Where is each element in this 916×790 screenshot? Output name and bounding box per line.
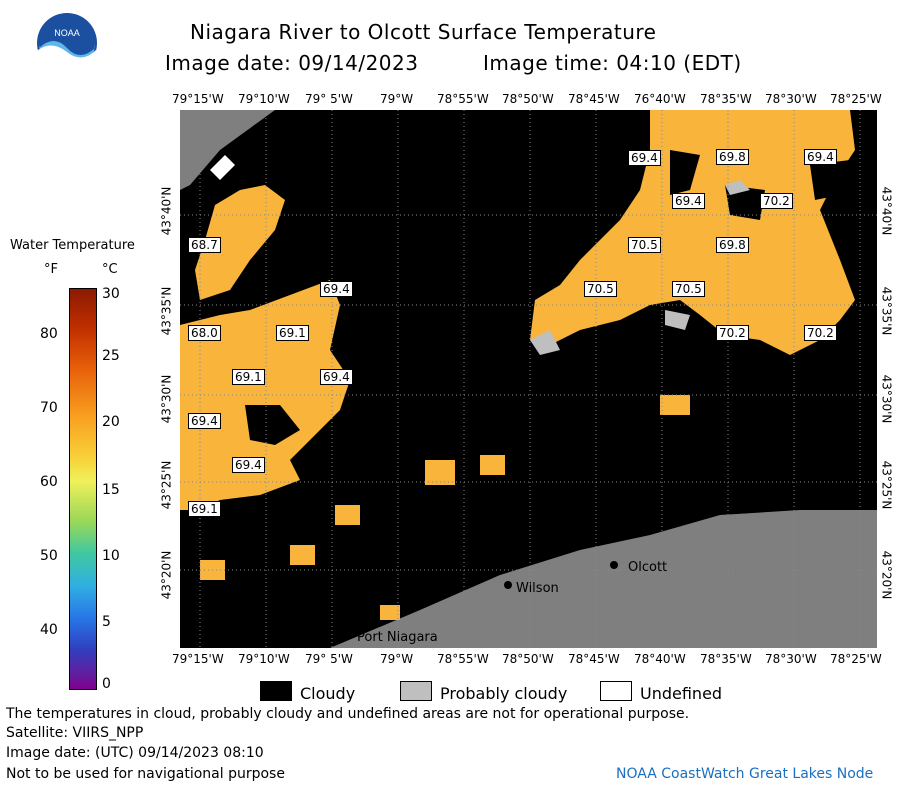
image-date: Image date: 09/14/2023 (165, 51, 418, 75)
temp-label: 70.2 (716, 325, 749, 341)
legend-label: Probably cloudy (440, 684, 567, 703)
lat-label: 43°25'N (879, 461, 893, 510)
temperature-color-bar (69, 288, 97, 690)
temp-label: 69.4 (628, 150, 661, 166)
temp-label: 69.4 (672, 193, 705, 209)
lon-label: 79°15'W (172, 652, 224, 666)
scale-tick-f: 50 (40, 548, 58, 564)
lon-label: 78°55'W (437, 652, 489, 666)
lon-label: 78°30'W (765, 652, 817, 666)
lon-label: 78°35'W (700, 652, 752, 666)
warm-patch (380, 605, 400, 620)
temp-label: 70.2 (760, 193, 793, 209)
lon-label: 78°45'W (568, 652, 620, 666)
temp-label: 70.2 (804, 325, 837, 341)
temp-label: 68.7 (188, 237, 221, 253)
city-label: Olcott (628, 560, 667, 575)
lat-label: 43°35'N (879, 287, 893, 336)
scale-tick-f: 60 (40, 474, 58, 490)
scale-title: Water Temperature (10, 238, 135, 253)
scale-unit-c: °C (102, 262, 118, 277)
lat-label: 43°30'N (159, 375, 173, 424)
legend-swatch-cloudy (260, 681, 292, 701)
noaa-logo: NOAA (36, 12, 98, 74)
page-title: Niagara River to Olcott Surface Temperat… (190, 20, 656, 44)
lat-label: 43°25'N (159, 461, 173, 510)
legend-label: Cloudy (300, 684, 355, 703)
scale-tick-c: 5 (102, 614, 111, 630)
legend-swatch-probably-cloudy (400, 681, 432, 701)
temp-label: 69.4 (320, 281, 353, 297)
image-time: Image time: 04:10 (EDT) (483, 51, 742, 75)
temp-label: 69.1 (232, 369, 265, 385)
lon-label: 78°35'W (700, 92, 752, 106)
temp-label: 70.5 (584, 281, 617, 297)
credit: NOAA CoastWatch Great Lakes Node (616, 766, 873, 782)
lon-label: 78°30'W (765, 92, 817, 106)
satellite: Satellite: VIIRS_NPP (6, 725, 143, 741)
wilson-marker (504, 581, 512, 589)
temp-label: 69.4 (804, 149, 837, 165)
legend-swatch-undefined (600, 681, 632, 701)
temp-label: 69.1 (276, 325, 309, 341)
temp-label: 69.4 (320, 369, 353, 385)
utc-date: Image date: (UTC) 09/14/2023 08:10 (6, 745, 264, 761)
lat-label: 43°40'N (879, 187, 893, 236)
scale-unit-f: °F (44, 262, 58, 277)
temp-label: 69.4 (232, 457, 265, 473)
lon-label: 79°15'W (172, 92, 224, 106)
lon-label: 78°25'W (830, 652, 882, 666)
lon-label: 79° 5'W (305, 92, 353, 106)
lon-label: 79°W (380, 92, 413, 106)
scale-tick-c: 0 (102, 676, 111, 692)
scale-tick-c: 20 (102, 414, 120, 430)
lon-label: 78°25'W (830, 92, 882, 106)
lon-label: 78°45'W (568, 92, 620, 106)
warm-patch (425, 460, 455, 485)
warm-patch (480, 455, 505, 475)
port-niagara-marker (341, 631, 349, 639)
lon-label: 78°50'W (502, 92, 554, 106)
city-label: Wilson (516, 581, 559, 596)
lon-label: 79° 5'W (305, 652, 353, 666)
svg-text:NOAA: NOAA (54, 28, 80, 38)
city-label: Port Niagara (357, 630, 438, 645)
temp-label: 70.5 (628, 237, 661, 253)
scale-tick-c: 15 (102, 482, 120, 498)
warm-patch (335, 505, 360, 525)
lon-label: 78°55'W (437, 92, 489, 106)
olcott-marker (610, 561, 618, 569)
scale-tick-c: 10 (102, 548, 120, 564)
temp-label: 70.5 (672, 281, 705, 297)
temp-label: 69.8 (716, 149, 749, 165)
lat-label: 43°30'N (879, 375, 893, 424)
scale-tick-c: 25 (102, 348, 120, 364)
scale-tick-f: 40 (40, 622, 58, 638)
lon-label: 79°10'W (238, 92, 290, 106)
lon-label: 79°10'W (238, 652, 290, 666)
sst-map (180, 110, 877, 648)
scale-tick-c: 30 (102, 286, 120, 302)
lat-label: 43°35'N (159, 287, 173, 336)
temp-label: 68.0 (188, 325, 221, 341)
temp-label: 69.1 (188, 501, 221, 517)
lon-label: 78°50'W (502, 652, 554, 666)
temp-label: 69.8 (716, 237, 749, 253)
lat-label: 43°20'N (159, 551, 173, 600)
lon-label: 76°40'W (634, 92, 686, 106)
disclaimer: The temperatures in cloud, probably clou… (6, 706, 689, 722)
temp-label: 69.4 (188, 413, 221, 429)
lon-label: 78°40'W (634, 652, 686, 666)
warm-patch (660, 395, 690, 415)
scale-tick-f: 70 (40, 400, 58, 416)
nav-warning: Not to be used for navigational purpose (6, 766, 285, 782)
legend-label: Undefined (640, 684, 722, 703)
warm-patch (290, 545, 315, 565)
lat-label: 43°20'N (879, 551, 893, 600)
lat-label: 43°40'N (159, 187, 173, 236)
scale-tick-f: 80 (40, 326, 58, 342)
lon-label: 79°W (380, 652, 413, 666)
